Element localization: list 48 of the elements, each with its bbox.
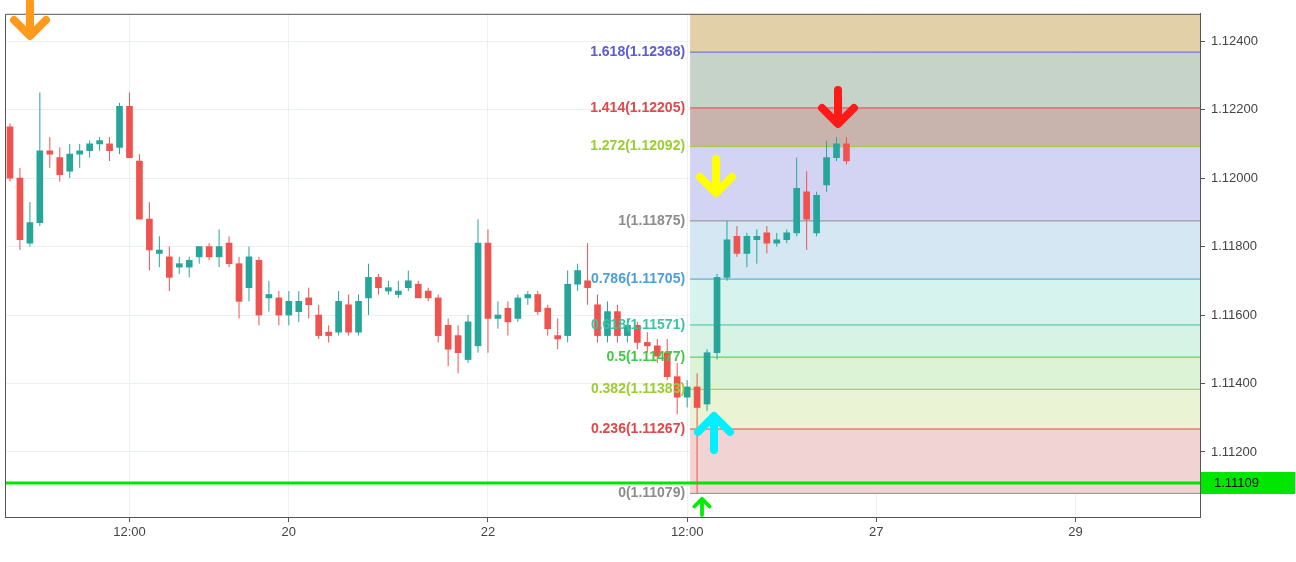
- ref-line-label: 0(1.11079): [618, 484, 686, 501]
- x-tick-label: 12:00: [670, 524, 704, 540]
- y-tick-label: 1.11200: [1211, 443, 1258, 459]
- candlestick: [165, 246, 173, 292]
- ref-line-label: 1(1.11875): [618, 211, 686, 228]
- candlestick: [554, 317, 562, 350]
- x-tick-label: 29: [1068, 524, 1083, 540]
- candlestick: [584, 242, 591, 306]
- candlestick: [46, 136, 54, 169]
- candlestick: [743, 232, 751, 268]
- candlestick: [365, 263, 372, 316]
- candlestick: [215, 228, 223, 268]
- candlestick: [285, 290, 293, 326]
- y-tick-label: 1.11600: [1211, 306, 1258, 322]
- x-tick-label: 22: [480, 524, 496, 540]
- x-tick-label: 27: [869, 524, 884, 540]
- y-tick-label: 1.12000: [1211, 169, 1258, 185]
- candlestick: [76, 143, 84, 169]
- ref-line-label: 1.272(1.12092): [590, 137, 686, 154]
- candlestick: [833, 136, 840, 162]
- ref-line-label: 1.414(1.12205): [590, 98, 686, 115]
- candlestick: [843, 136, 850, 165]
- y-tick-label: 1.11400: [1211, 375, 1258, 391]
- candlestick: [454, 324, 462, 374]
- candlestick: [156, 235, 163, 268]
- candlestick: [315, 304, 323, 340]
- candlestick: [185, 256, 193, 278]
- candlestick: [305, 287, 313, 319]
- candlestick: [763, 225, 771, 254]
- x-tick-label: 20: [281, 524, 297, 540]
- y-tick-label: 1.11800: [1211, 238, 1258, 254]
- ref-line-label: 1.618(1.12368): [590, 43, 686, 59]
- candlestick: [404, 270, 412, 292]
- y-tick-label: 1.12200: [1211, 101, 1258, 117]
- x-tick-label: 12:00: [113, 524, 146, 540]
- ref-line-label: 0.786(1.11705): [590, 269, 686, 286]
- candlestick: [733, 225, 741, 258]
- candlestick: [106, 136, 113, 162]
- ref-line-label: 0.236(1.11267): [590, 419, 686, 436]
- candlestick: [534, 290, 542, 316]
- candlestick: [574, 263, 581, 292]
- candlestick: [295, 290, 303, 323]
- candlestick: [544, 304, 552, 337]
- candlestick: [66, 143, 74, 179]
- candlestick: [375, 273, 382, 295]
- y-tick-label: 1.12400: [1211, 32, 1258, 48]
- candlestick: [56, 146, 64, 183]
- ref-line-label: 1.11109: [1214, 474, 1260, 490]
